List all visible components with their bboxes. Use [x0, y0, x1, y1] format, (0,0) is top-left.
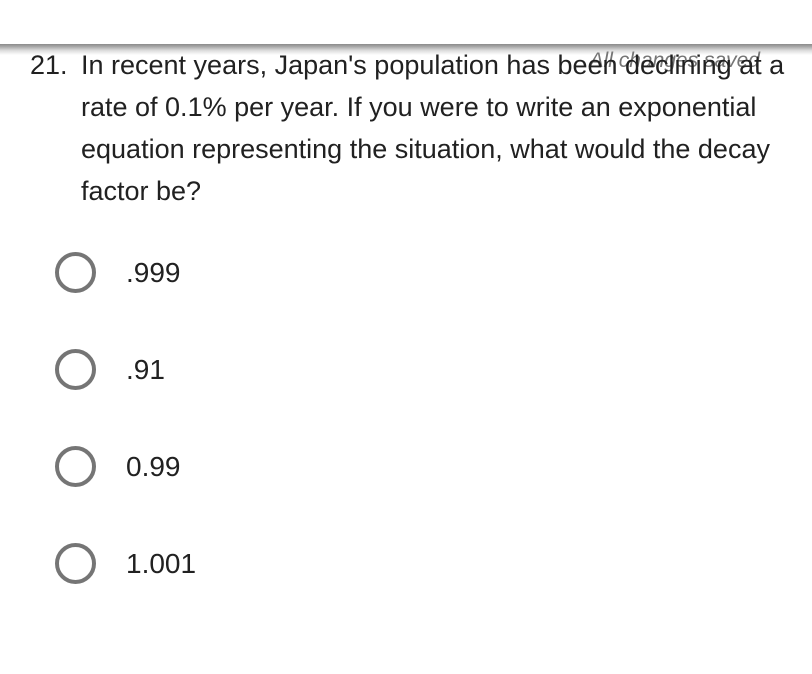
- radio-button-icon[interactable]: [55, 543, 96, 584]
- radio-button-icon[interactable]: [55, 349, 96, 390]
- radio-button-icon[interactable]: [55, 446, 96, 487]
- answer-options: .999 .91 0.99 1.001: [0, 252, 812, 584]
- appbar-shadow: [0, 44, 812, 55]
- option-label[interactable]: 0.99: [126, 450, 181, 482]
- option-label[interactable]: .999: [126, 256, 181, 288]
- question-block: 21. In recent years, Japan's population …: [30, 44, 786, 212]
- question-text: In recent years, Japan's population has …: [81, 50, 785, 206]
- answer-option[interactable]: .999: [55, 252, 812, 293]
- answer-option[interactable]: 1.001: [55, 543, 812, 584]
- question-number: 21.: [30, 50, 68, 80]
- radio-button-icon[interactable]: [55, 252, 96, 293]
- option-label[interactable]: 1.001: [126, 547, 197, 579]
- option-label[interactable]: .91: [126, 353, 165, 385]
- answer-option[interactable]: 0.99: [55, 446, 812, 487]
- answer-option[interactable]: .91: [55, 349, 812, 390]
- save-status: All changes saved: [589, 49, 760, 72]
